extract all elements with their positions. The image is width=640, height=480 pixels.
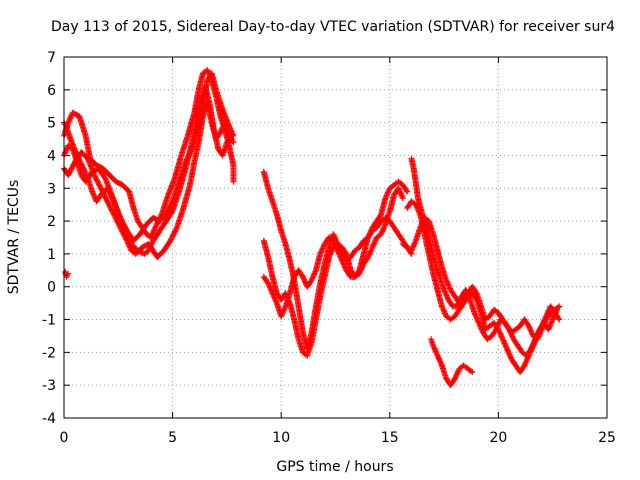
data-point bbox=[89, 166, 96, 173]
x-tick-label: 25 bbox=[598, 430, 616, 446]
data-point bbox=[399, 195, 406, 202]
data-point bbox=[556, 316, 563, 323]
series-track-7 bbox=[260, 178, 411, 359]
data-point bbox=[115, 180, 122, 186]
data-point bbox=[342, 249, 349, 256]
x-tick-label: 0 bbox=[60, 430, 69, 446]
x-tick-labels: 0 5 10 15 20 25 bbox=[60, 430, 616, 446]
y-tick-label: -1 bbox=[42, 313, 56, 329]
y-tick-label: -3 bbox=[42, 378, 56, 394]
data-point bbox=[105, 201, 112, 207]
series-track-1 bbox=[61, 67, 237, 241]
data-point bbox=[64, 270, 71, 277]
data-point bbox=[230, 132, 237, 139]
y-tick-label: 7 bbox=[47, 50, 56, 66]
chart-title: Day 113 of 2015, Sidereal Day-to-day VTE… bbox=[51, 19, 615, 35]
x-tick-label: 20 bbox=[489, 430, 507, 446]
series-track-4 bbox=[61, 70, 237, 244]
data-point bbox=[77, 160, 84, 167]
data-point bbox=[107, 191, 114, 198]
data-point bbox=[185, 153, 192, 160]
data-point bbox=[230, 178, 237, 185]
x-tick-label: 10 bbox=[272, 430, 290, 446]
data-point bbox=[469, 369, 476, 376]
series-track-5 bbox=[62, 269, 71, 280]
data-point bbox=[404, 188, 411, 195]
data-point bbox=[110, 197, 117, 204]
y-tick-label: 6 bbox=[47, 83, 56, 99]
data-point bbox=[554, 306, 560, 313]
series-track-11 bbox=[408, 155, 560, 359]
y-tick-label: 3 bbox=[47, 181, 56, 197]
data-point bbox=[166, 205, 173, 211]
data-points bbox=[61, 67, 563, 389]
y-tick-label: 0 bbox=[47, 280, 56, 296]
grid-layer bbox=[64, 57, 607, 418]
data-point bbox=[229, 138, 236, 144]
y-axis-label: SDTVAR / TECUs bbox=[6, 180, 22, 295]
x-tick-label: 5 bbox=[168, 430, 177, 446]
y-tick-label: -4 bbox=[42, 411, 56, 427]
data-point bbox=[123, 236, 130, 243]
x-tick-label: 15 bbox=[381, 430, 399, 446]
y-tick-label: 5 bbox=[47, 116, 56, 132]
series-track-12 bbox=[428, 336, 476, 389]
y-tick-label: -2 bbox=[42, 345, 56, 361]
y-tick-labels: -4 -3 -2 -1 0 1 2 3 4 5 6 7 bbox=[42, 50, 56, 427]
series-track-8 bbox=[260, 185, 406, 320]
data-point bbox=[168, 199, 175, 206]
y-tick-label: 1 bbox=[47, 247, 56, 263]
plot-frame bbox=[63, 56, 608, 419]
x-axis-label: GPS time / hours bbox=[276, 459, 393, 475]
data-point bbox=[556, 303, 563, 310]
y-tick-label: 2 bbox=[47, 214, 56, 230]
series-track-3 bbox=[61, 99, 237, 261]
y-tick-label: 4 bbox=[47, 148, 56, 164]
data-point bbox=[230, 139, 237, 146]
